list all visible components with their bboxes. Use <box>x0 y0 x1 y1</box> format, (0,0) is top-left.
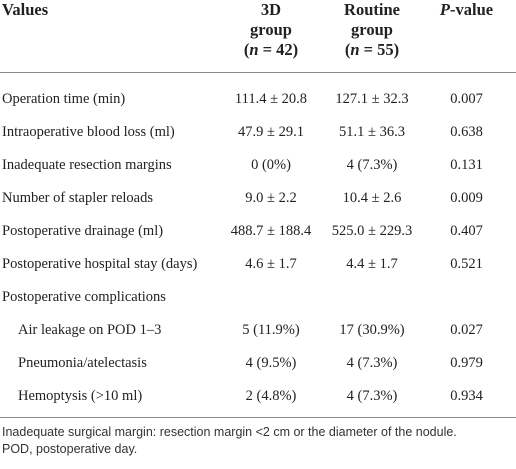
table-cell: 0.638 <box>450 124 483 140</box>
table-cell: 9.0 ± 2.2 <box>245 190 297 206</box>
table-cell: 488.7 ± 188.4 <box>230 223 312 239</box>
table-cell: 525.0 ± 229.3 <box>331 223 413 239</box>
header-line: (n = 55) <box>327 40 417 60</box>
header-line: group <box>327 20 417 40</box>
header-cell: 3D group (n = 42) <box>215 0 327 73</box>
table-cell: 4 (7.3%) <box>346 355 398 371</box>
header-text: Values <box>2 0 49 19</box>
header-line: Values <box>2 0 215 20</box>
table-header: Values 3D group (n = 42) Routine group (n = 55… <box>0 0 516 73</box>
table-cell: 0.009 <box>450 190 483 206</box>
header-cell: Routine group (n = 55) <box>327 0 417 73</box>
header-row: Values 3D group (n = 42) Routine group (n = 55… <box>0 0 516 73</box>
table-cell: 4 (7.3%) <box>327 380 417 418</box>
table-cell <box>327 281 417 314</box>
header-line: group <box>215 20 327 40</box>
table-cell: Intraoperative blood loss (ml) <box>2 124 175 140</box>
header-text: ( <box>243 40 250 59</box>
table-row: Operation time (min) 111.4 ± 20.8 127.1 ± … <box>0 73 516 117</box>
table-row: Postoperative complications <box>0 281 516 314</box>
table-cell: Inadequate resection margins <box>2 157 172 173</box>
table-cell: 0.007 <box>450 91 483 107</box>
table-row: Postoperative drainage (ml) 488.7 ± 188.4… <box>0 215 516 248</box>
table-cell: 47.9 ± 29.1 <box>238 124 304 140</box>
table-cell: 17 (30.9%) <box>339 322 405 338</box>
table-cell: 0.407 <box>450 223 483 239</box>
header-cell: Values <box>0 0 215 73</box>
footnote: POD, postoperative day. <box>2 442 138 456</box>
header-text: group <box>250 20 292 39</box>
table-cell: 0.934 <box>417 380 516 418</box>
table-cell: 0.979 <box>450 355 483 371</box>
table-cell: 0.027 <box>450 322 483 338</box>
table-row: Air leakage on POD 1–3 5 (11.9%) 17 (30.9%… <box>0 314 516 347</box>
footnote: Inadequate surgical margin: resection ma… <box>2 425 457 439</box>
table-cell: Postoperative hospital stay (days) <box>2 256 198 272</box>
table-cell: 4 (9.5%) <box>245 355 297 371</box>
table-cell: 0 (0%) <box>251 157 291 173</box>
header-text: 3D <box>260 0 282 19</box>
table-cell: 2 (4.8%) <box>215 380 327 418</box>
header-text: n <box>249 40 259 59</box>
header-text: = 55) <box>359 40 400 59</box>
table-body: Operation time (min) 111.4 ± 20.8 127.1 ± … <box>0 73 516 418</box>
table-row: Hemoptysis (>10 ml) 2 (4.8%) 4 (7.3%) 0.934 <box>0 380 516 418</box>
table-cell: 5 (11.9%) <box>242 322 300 338</box>
table-row: Inadequate resection margins 0 (0%) 4 (7.3… <box>0 149 516 182</box>
table-cell: 4.6 ± 1.7 <box>245 256 297 272</box>
table-cell: 4.4 ± 1.7 <box>346 256 398 272</box>
header-text: Routine <box>344 0 400 19</box>
table-cell: Hemoptysis (>10 ml) <box>0 380 215 418</box>
table-cell: Number of stapler reloads <box>2 190 153 206</box>
table-cell: 0.521 <box>450 256 483 272</box>
table-cell: Air leakage on POD 1–3 <box>18 322 162 338</box>
results-table: Values 3D group (n = 42) Routine group (n = 55… <box>0 0 516 418</box>
table-cell: 51.1 ± 36.3 <box>339 124 405 140</box>
table-cell: 10.4 ± 2.6 <box>342 190 402 206</box>
table-cell: 0.131 <box>450 157 483 173</box>
header-text: = 42) <box>258 40 299 59</box>
table-cell: 127.1 ± 32.3 <box>335 91 409 107</box>
table-cell: Pneumonia/atelectasis <box>18 355 147 371</box>
header-line: P-value <box>417 0 516 20</box>
table-row: Intraoperative blood loss (ml) 47.9 ± 29.… <box>0 116 516 149</box>
header-text: n <box>350 40 360 59</box>
table-cell: Postoperative complications <box>2 289 166 305</box>
header-text: P <box>439 0 450 19</box>
header-text: ( <box>344 40 351 59</box>
header-cell: P-value <box>417 0 516 73</box>
header-text: -value <box>450 0 494 19</box>
table-cell <box>215 281 327 314</box>
table-cell: Postoperative drainage (ml) <box>2 223 164 239</box>
table-cell: 4 (7.3%) <box>346 157 398 173</box>
header-line: Routine <box>327 0 417 20</box>
header-text: group <box>351 20 393 39</box>
table-cell: Operation time (min) <box>2 91 126 107</box>
table-cell <box>417 281 516 314</box>
table-cell: 111.4 ± 20.8 <box>234 91 308 107</box>
table-row: Number of stapler reloads 9.0 ± 2.2 10.4 ±… <box>0 182 516 215</box>
header-line: 3D <box>215 0 327 20</box>
footnotes: Inadequate surgical margin: resection ma… <box>0 424 516 458</box>
header-line: (n = 42) <box>215 40 327 60</box>
table-row: Postoperative hospital stay (days) 4.6 ± … <box>0 248 516 281</box>
table-row: Pneumonia/atelectasis 4 (9.5%) 4 (7.3%) 0.9… <box>0 347 516 380</box>
